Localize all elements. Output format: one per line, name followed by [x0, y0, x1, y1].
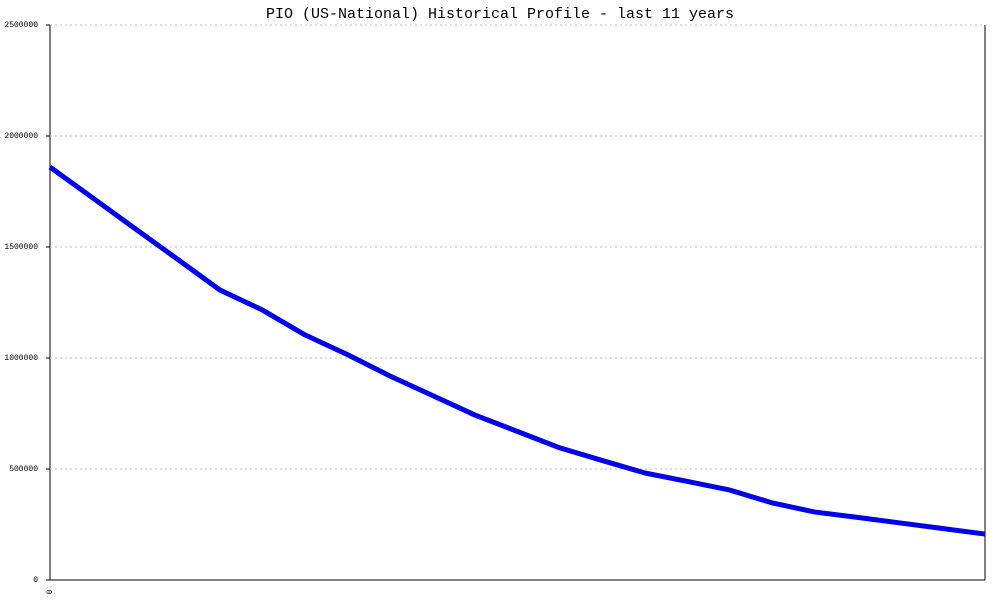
y-tick-label: 0 — [33, 576, 38, 585]
y-tick-label: 500000 — [9, 465, 38, 474]
y-tick-label: 2500000 — [4, 21, 38, 30]
y-tick-label: 2000000 — [4, 132, 38, 141]
chart-title: PIO (US-National) Historical Profile - l… — [266, 6, 734, 23]
line-series — [48, 165, 986, 537]
y-tick-label: 1500000 — [4, 243, 38, 252]
x-tick-label: 0 — [46, 589, 55, 594]
y-tick-label: 1000000 — [4, 354, 38, 363]
